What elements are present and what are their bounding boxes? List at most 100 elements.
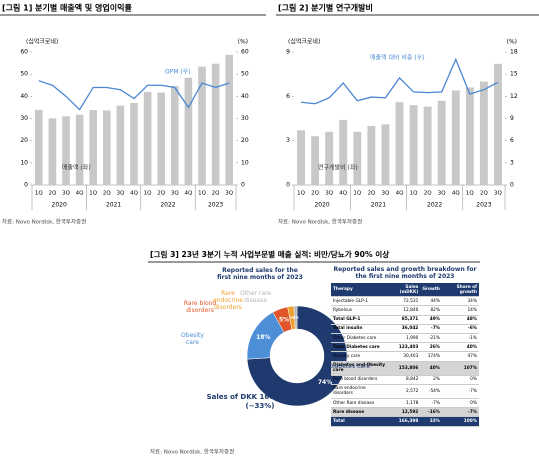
y2-tick-label: 6 <box>510 137 514 144</box>
source: 자료: Novo Nordisk, 한국투자증권 <box>150 448 234 456</box>
bar <box>297 130 305 185</box>
header-row: Therapy Sales (mDKK) Growth Share of growth <box>331 283 479 298</box>
column-header: Sales (mDKK) <box>387 283 421 298</box>
x-tick-label: 3Q <box>225 191 233 197</box>
y2-tick-label: 60 <box>241 49 249 56</box>
table-row: Other Rare disease 1,178 -7% 0% <box>331 398 479 409</box>
x-tick-label: 2Q <box>480 191 488 197</box>
table-cell: Rare blood disorders <box>331 375 388 385</box>
bar <box>479 81 488 185</box>
table-cell: Total Diabetes care <box>331 342 388 353</box>
series-label: 연구개발비 (좌) <box>318 164 358 172</box>
bar <box>339 119 348 185</box>
slice-label: 1% <box>293 316 299 320</box>
y2-tick-label: 20 <box>241 137 249 144</box>
bar <box>130 102 138 185</box>
chart-title: [그림 2] 분기별 연구개발비 <box>278 3 373 13</box>
table-row: Rare blood disorders 8,842 2% 0% <box>331 375 479 385</box>
column-header: Share of growth <box>442 283 479 298</box>
table-cell: Rare disease <box>331 407 388 418</box>
y-tick-label: 0 <box>286 182 290 189</box>
x-group-label: 2020 <box>52 202 67 209</box>
table-row: Total Diabetes care 123,403 26% 40% <box>331 342 479 353</box>
series-label: OPM (우) <box>165 69 191 76</box>
bar <box>89 110 98 185</box>
table-cell: 85,371 <box>387 315 421 325</box>
x-tick-label: 4Q <box>130 191 138 197</box>
table-cell: 44% <box>420 296 442 307</box>
table-cell: -16% <box>420 407 442 418</box>
table-cell: 1,178 <box>387 398 421 409</box>
x-tick-label: 3Q <box>382 191 390 197</box>
x-tick-label: 4Q <box>184 191 192 197</box>
x-tick-label: 1Q <box>297 191 305 197</box>
bar <box>225 54 234 185</box>
slice-label: 5% <box>279 316 289 323</box>
source: 자료: Novo Nordisk, 한국투자증권 <box>2 218 86 226</box>
table-cell: 107% <box>442 361 479 376</box>
table-cell: 166,398 <box>387 416 421 427</box>
y-axis-label: (십억크로네) <box>26 38 58 46</box>
table-row: Total insulin 36,042 -7% -6% <box>331 324 479 334</box>
table-cell: -7% <box>420 324 442 334</box>
source: 자료: Novo Nordisk, 한국투자증권 <box>278 218 362 226</box>
category-label: Diabetes care <box>328 363 370 370</box>
y2-tick-label: 0 <box>510 182 514 189</box>
table-cell: 123,403 <box>387 342 421 353</box>
x-tick-label: 1Q <box>466 191 474 197</box>
y-tick-label: 30 <box>20 115 28 122</box>
slice-label: 2% <box>289 316 295 320</box>
x-tick-label: 2Q <box>212 191 220 197</box>
x-tick-label: 3Q <box>171 191 179 197</box>
donut-caption: Sales of DKK 166.40 billion (~33%) <box>206 393 314 410</box>
bar <box>353 131 362 185</box>
column-header: Growth <box>420 283 442 298</box>
y2-axis-label: (%) <box>507 39 517 46</box>
y-tick-label: 9 <box>286 49 290 56</box>
table-row: Injectable GLP-1 72,531 44% 34% <box>331 296 479 307</box>
x-tick-label: 4Q <box>339 191 347 197</box>
table-cell: -1% <box>442 333 479 344</box>
table-cell: 2% <box>420 375 442 385</box>
slice-label: 18% <box>256 334 270 341</box>
x-tick-label: 4Q <box>76 191 84 197</box>
table-cell: 26% <box>420 342 442 353</box>
table-cell: Obesity care <box>331 351 388 362</box>
table-cell: 40% <box>420 361 442 376</box>
table-cell: -7% <box>420 398 442 409</box>
table-row: Diabetes and Obesity care 153,806 40% 107% <box>331 361 479 376</box>
table-cell: 48% <box>442 315 479 325</box>
category-label: Obesity care <box>181 332 204 346</box>
table-cell: 49% <box>420 315 442 325</box>
y2-tick-label: 12 <box>510 93 518 100</box>
x-group-label: 2020 <box>314 202 329 209</box>
table-cell: 12,592 <box>387 407 421 418</box>
table-cell: 1,990 <box>387 333 421 344</box>
table-cell: -54% <box>420 384 442 400</box>
table-title: Reported sales and growth breakdown for … <box>333 266 477 280</box>
y2-tick-label: 18 <box>510 49 518 56</box>
table-cell: 33% <box>420 416 442 427</box>
table-row: Rybelsus 12,840 82% 14% <box>331 305 479 316</box>
bar <box>367 125 376 185</box>
x-tick-label: 2Q <box>367 191 375 197</box>
table-cell: 82% <box>420 305 442 316</box>
x-tick-label: 1Q <box>410 191 418 197</box>
table-cell: Rare endocrine disorders <box>331 384 388 400</box>
x-group-label: 2023 <box>476 202 491 209</box>
table-cell: 100% <box>442 416 479 427</box>
bar <box>102 110 111 185</box>
column-header: Therapy <box>331 283 388 298</box>
x-group-label: 2021 <box>106 202 121 209</box>
y-axis-label: (십억크로네) <box>288 38 320 46</box>
chart-title: [그림 3] 23년 3분기 누적 사업부문별 매출 실적: 비만/당뇨가 90… <box>150 249 389 259</box>
line <box>300 57 499 105</box>
y2-axis-label: (%) <box>238 39 248 46</box>
bar <box>198 66 206 185</box>
table-cell: 0% <box>442 398 479 409</box>
bar <box>116 105 125 185</box>
bar <box>395 102 404 185</box>
table-cell: -6% <box>442 324 479 334</box>
table-cell: 36,042 <box>387 324 421 334</box>
table-cell: Other Rare disease <box>331 398 388 409</box>
